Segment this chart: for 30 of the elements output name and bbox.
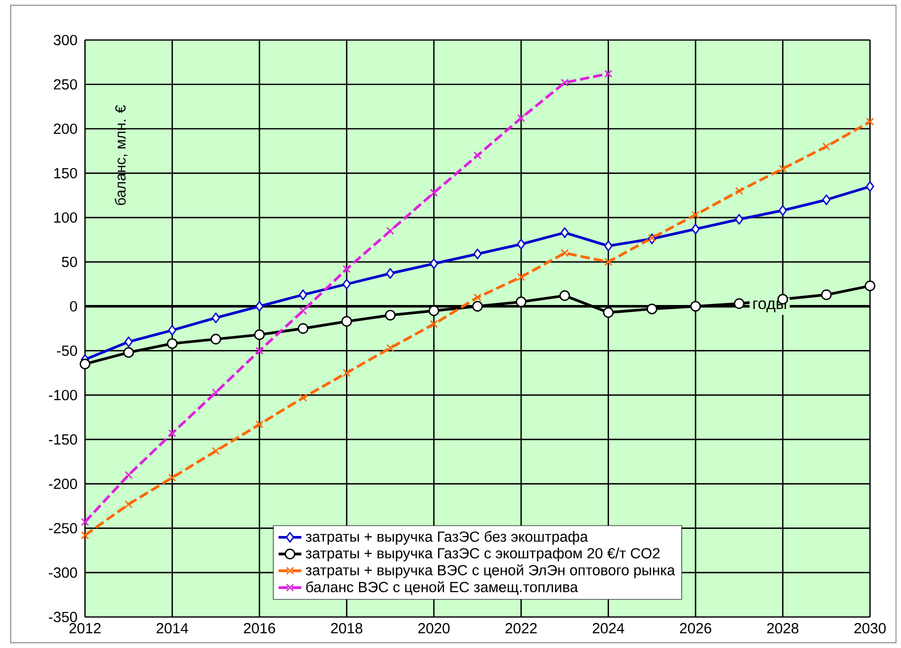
y-axis-title: баланс, млн. € [114, 105, 128, 205]
x-tick-label: 2028 [767, 623, 798, 634]
x-axis-title: годы [753, 300, 786, 312]
y-tick-label: 250 [54, 79, 78, 90]
x-tick-label: 2018 [331, 623, 362, 634]
x-tick-label: 2024 [592, 623, 624, 634]
y-tick-label: -300 [48, 567, 78, 578]
y-tick-label: -250 [48, 523, 78, 534]
y-tick-label: 100 [54, 212, 78, 223]
y-tick-label: 300 [54, 34, 78, 46]
y-tick-label: -200 [48, 478, 78, 490]
legend-label: баланс ВЭС с ценой ЕС замещ.топлива [306, 581, 578, 596]
y-tick-label: -100 [48, 390, 78, 400]
y-tick-label: 200 [54, 124, 78, 134]
y-tick-label: 50 [62, 256, 78, 268]
x-tick-label: 2022 [506, 623, 537, 634]
x-tick-label: 2014 [156, 623, 188, 634]
x-tick-label: 2030 [854, 623, 886, 634]
x-tick-label: 2012 [69, 623, 101, 634]
x-tick-label: 2016 [244, 623, 276, 634]
y-tick-label: 150 [54, 168, 78, 178]
y-tick-label: -150 [48, 434, 78, 445]
legend-label: затраты + выручка ГазЭС с экоштрафом 20 €/т CO2 [306, 548, 660, 562]
x-tick-label: 2026 [680, 623, 712, 634]
legend-label: затраты + выручка ВЭС с ценой ЭлЭн оптового рынка [306, 564, 676, 578]
legend-label: затраты + выручка ГазЭС без экоштрафа [306, 530, 588, 545]
y-tick-label: 0 [70, 301, 78, 312]
y-tick-label: -350 [48, 612, 78, 622]
x-tick-label: 2020 [418, 623, 450, 634]
y-tick-label: -50 [57, 346, 78, 356]
